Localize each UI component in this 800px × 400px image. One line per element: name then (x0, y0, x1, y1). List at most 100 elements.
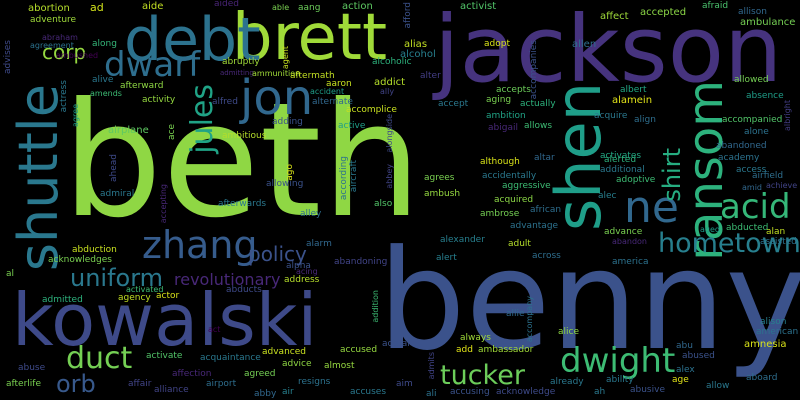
word-acquire: acquire (594, 111, 628, 121)
word-albright: albright (783, 100, 792, 131)
word-alex: alex (676, 365, 695, 375)
word-absence: absence (746, 91, 784, 101)
word-afterlife: afterlife (6, 379, 41, 389)
word-corp: corp (42, 40, 87, 64)
word-abuse: abuse (18, 363, 46, 373)
word-allie: allie (506, 309, 525, 319)
word-ambushed: ambushed (56, 51, 99, 60)
word-accusing: accusing (450, 387, 490, 397)
word-ad: ad (90, 1, 104, 14)
word-additional: additional (600, 165, 645, 175)
word-activity: activity (142, 95, 176, 105)
word-adoptive: adoptive (616, 175, 656, 185)
word-advanced: advanced (262, 347, 306, 357)
word-alarm: alarm (306, 239, 332, 249)
word-accused: accused (340, 345, 378, 355)
word-admitting: admitting (220, 69, 254, 77)
word-although: although (480, 157, 520, 167)
word-affect: affect (600, 11, 629, 22)
word-america: america (612, 257, 649, 267)
word-adding: adding (272, 117, 303, 127)
word-alley: alley (300, 209, 322, 219)
word-albert: albert (620, 85, 647, 95)
word-admits: admits (427, 352, 436, 380)
word-acknowledges: acknowledges (48, 255, 112, 265)
word-access: access (736, 165, 767, 175)
word-add: add (456, 345, 473, 355)
word-airport: airport (206, 379, 237, 389)
word-actual: actual (382, 339, 410, 349)
word-aboard: aboard (746, 373, 778, 383)
word-alpha: alpha (286, 261, 311, 271)
word-alison: alison (760, 317, 787, 327)
word-aftermath: aftermath (290, 71, 335, 81)
word-abby: abby (254, 389, 277, 399)
word-resigns: resigns (298, 377, 331, 387)
word-addition: addition (371, 290, 380, 323)
word-aircraft: aircraft (349, 160, 359, 193)
word-american: american (756, 327, 799, 337)
word-afterward: afterward (120, 81, 164, 91)
word-kowalski: kowalski (12, 278, 318, 362)
word-accompany: accompany (525, 296, 534, 343)
word-accept: accept (438, 99, 469, 109)
word-abusive: abusive (630, 385, 665, 395)
word-acid: acid (720, 187, 791, 227)
word-alongside: alongside (385, 114, 394, 153)
word-accepted: accepted (640, 7, 687, 18)
word-duct: duct (66, 341, 133, 376)
word-ali: ali (426, 389, 437, 399)
word-alcohol: alcohol (400, 49, 436, 60)
word-action: action (342, 1, 373, 12)
word-along: along (92, 39, 117, 49)
word-activates: activates (600, 151, 642, 161)
word-accompanied: accompanied (722, 115, 783, 125)
word-abbey: abbey (385, 164, 394, 189)
word-addict: addict (374, 77, 406, 88)
word-agrees: agrees (424, 173, 455, 183)
word-aggressive: aggressive (502, 181, 551, 191)
word-aided: aided (214, 0, 239, 9)
word-ace: ace (167, 124, 177, 141)
word-abraham: abraham (42, 33, 78, 42)
word-affair: affair (128, 379, 152, 389)
word-adult: adult (508, 239, 531, 249)
word-alter: alter (420, 71, 441, 81)
word-achieve: achieve (766, 181, 798, 190)
word-allowed: allowed (734, 75, 769, 85)
word-african: african (530, 205, 562, 215)
word-admitted: admitted (42, 295, 83, 305)
word-altar: altar (534, 153, 555, 163)
word-alec: alec (598, 191, 617, 201)
word-always: always (460, 333, 491, 343)
word-acknowledge: acknowledge (496, 387, 556, 397)
word-able: able (272, 3, 290, 12)
word-accepts: accepts (496, 85, 531, 95)
word-jules: jules (185, 84, 220, 154)
word-academy: academy (718, 153, 760, 163)
word-affection: affection (172, 369, 212, 379)
word-agency: agency (118, 293, 151, 303)
word-alliance: alliance (154, 385, 189, 395)
word-ambush: ambush (424, 189, 461, 199)
word-activate: activate (146, 351, 183, 361)
word-abu: abu (676, 341, 693, 351)
word-agreement: agreement (30, 41, 74, 50)
word-allen: allen (572, 39, 597, 50)
word-alamein: alamein (612, 95, 653, 106)
word-agreed: agreed (244, 369, 276, 379)
word-ambulance: ambulance (740, 17, 796, 28)
word-alone: alone (744, 127, 769, 137)
word-adopt: adopt (484, 39, 510, 49)
word-aaron: aaron (326, 79, 352, 89)
word-agree: agree (71, 104, 80, 127)
word-across: across (532, 251, 561, 261)
word-aide: aide (142, 1, 164, 12)
word-amid: amid (742, 183, 762, 192)
word-ammunition: ammunition (252, 69, 301, 78)
word-accompanies: accompanies (529, 40, 539, 100)
word-already: already (550, 377, 584, 387)
word-ambitious: ambitious (222, 131, 267, 141)
word-hometown: hometown (658, 228, 800, 259)
word-advice: advice (282, 359, 312, 369)
